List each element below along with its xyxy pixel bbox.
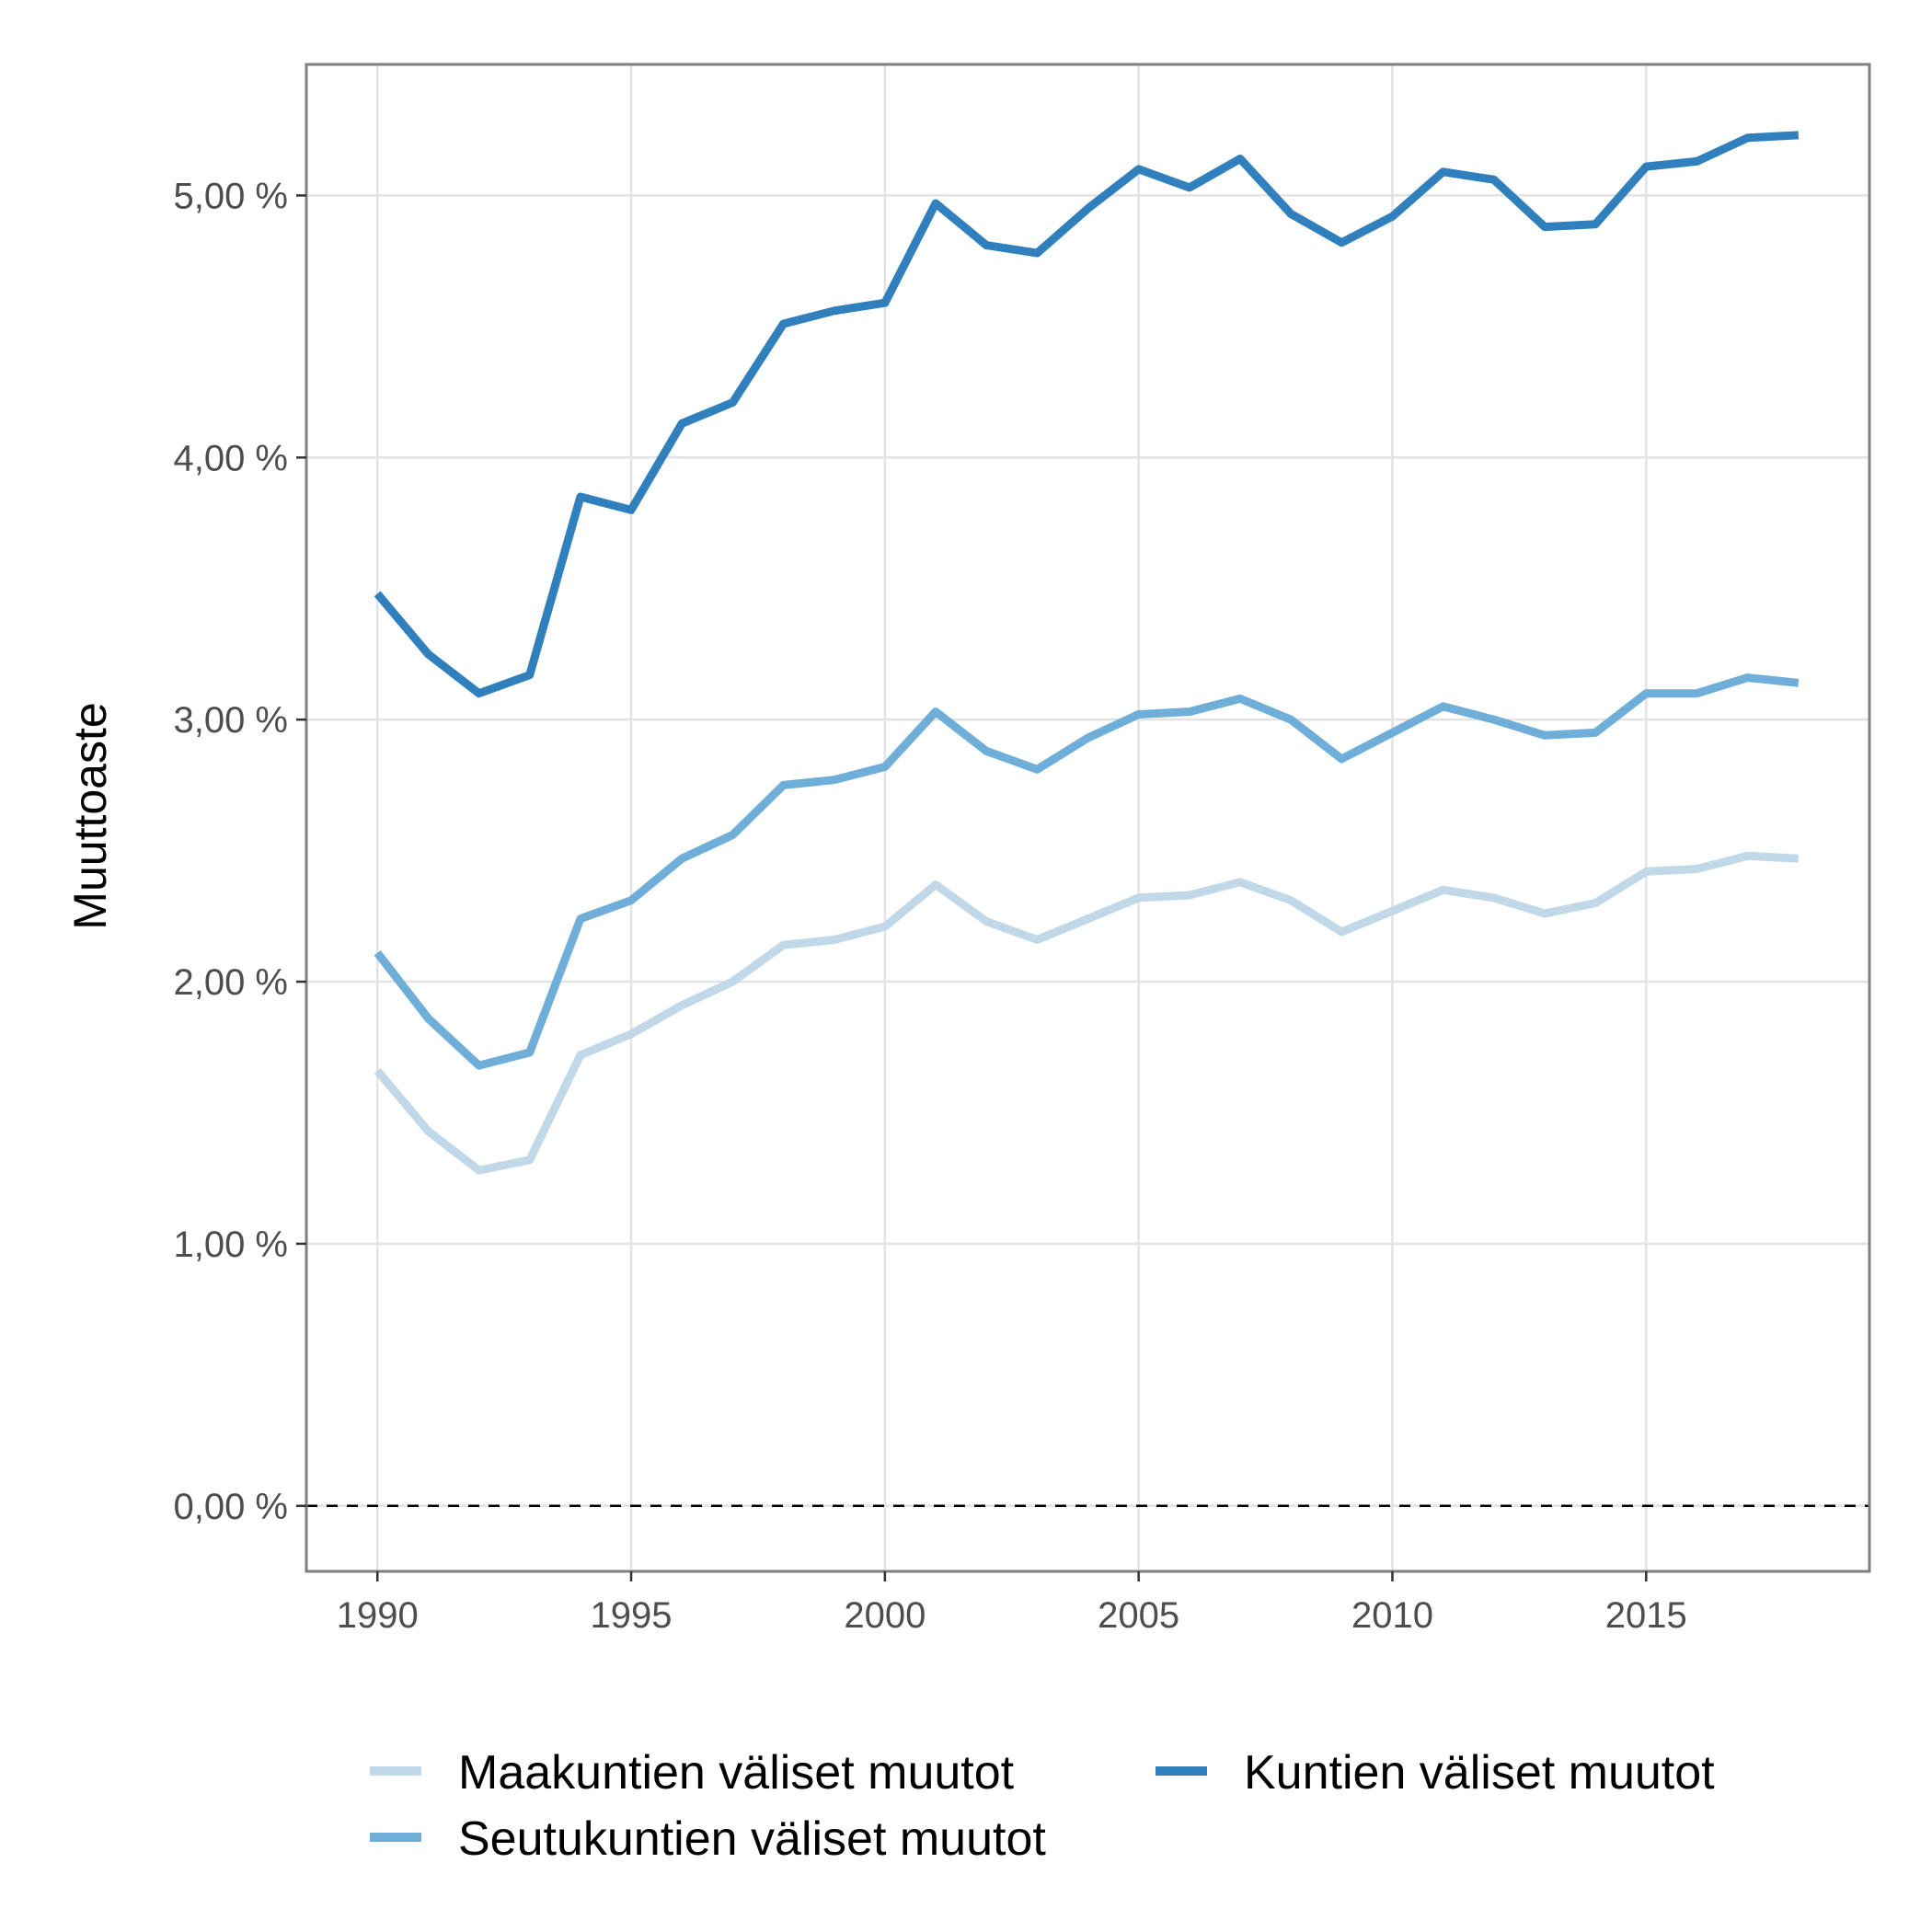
legend: Maakuntien väliset muutot Seutukuntien vä… — [370, 1746, 1715, 1866]
x-tick-label: 2005 — [1098, 1595, 1179, 1636]
series-line-1 — [374, 851, 1800, 1175]
y-axis-ticks: 0,00 % 1,00 % 2,00 % 3,00 % 4,00 % 5,00 % — [173, 176, 306, 1527]
y-tick-label: 3,00 % — [173, 700, 288, 741]
x-tick-label: 1990 — [337, 1595, 419, 1636]
series-line-3 — [374, 131, 1800, 698]
grid-lines — [306, 64, 1869, 1571]
x-tick-label: 2000 — [844, 1595, 926, 1636]
y-axis-title: Muuttoaste — [64, 702, 116, 929]
y-tick-label: 5,00 % — [173, 176, 288, 216]
legend-label: Kuntien väliset muutot — [1244, 1746, 1715, 1800]
x-tick-label: 1995 — [591, 1595, 673, 1636]
x-tick-label: 2010 — [1351, 1595, 1433, 1636]
series-lines — [374, 131, 1800, 1175]
y-tick-label: 0,00 % — [173, 1487, 288, 1527]
x-axis-ticks: 1990 1995 2000 2005 2010 2015 — [337, 1571, 1687, 1636]
legend-label: Seutukuntien väliset muutot — [458, 1812, 1046, 1866]
series-line-2 — [374, 673, 1800, 1070]
legend-label: Maakuntien väliset muutot — [458, 1746, 1015, 1800]
x-tick-label: 2015 — [1605, 1595, 1687, 1636]
y-tick-label: 1,00 % — [173, 1225, 288, 1265]
y-tick-label: 4,00 % — [173, 438, 288, 478]
plot-panel-border — [305, 63, 1871, 1573]
y-tick-label: 2,00 % — [173, 962, 288, 1003]
